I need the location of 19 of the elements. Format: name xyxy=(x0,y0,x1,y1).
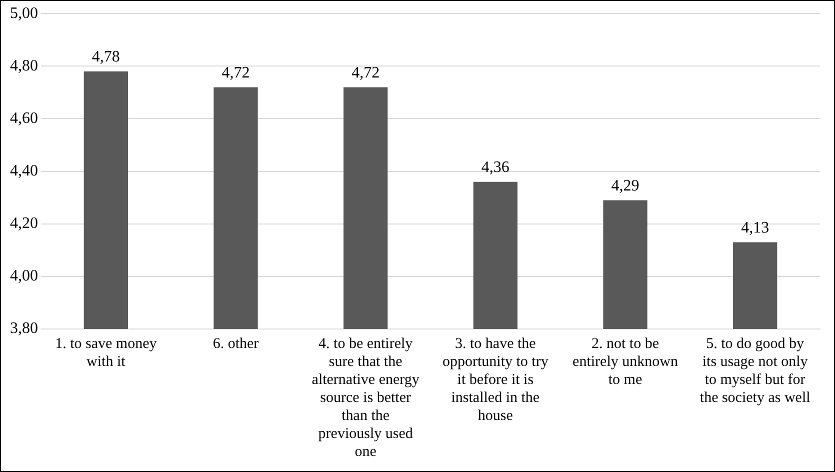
y-tick-label: 5,00 xyxy=(10,4,38,22)
y-tick-label: 4,40 xyxy=(10,162,38,180)
data-label: 4,13 xyxy=(741,219,770,236)
y-tick-label: 4,00 xyxy=(10,268,38,285)
y-tick-label: 4,20 xyxy=(10,215,38,232)
x-tick-label: 2. not to be entirely unknown to me xyxy=(572,336,678,388)
y-tick-label: 4,80 xyxy=(10,57,38,74)
x-tick-label: 3. to have the opportunity to try it before it is installed in the house xyxy=(442,336,549,424)
x-tick-label: 4. to be entirely sure that the alternative energy source is better than the previously used one xyxy=(312,336,420,460)
data-label: 4,29 xyxy=(611,177,640,194)
data-label: 4,72 xyxy=(222,64,250,82)
x-tick-label: 5. to do good by its usage not only to myself but for the society as well xyxy=(700,336,810,406)
data-label: 4,78 xyxy=(92,48,120,66)
data-label: 4,36 xyxy=(481,159,510,176)
x-tick-label: 1. to save money with it xyxy=(55,336,158,370)
data-label: 4,72 xyxy=(352,64,380,82)
y-tick-label: 3,80 xyxy=(10,320,38,338)
y-tick-label: 4,60 xyxy=(10,110,38,127)
x-tick-label: 6. other xyxy=(212,336,259,352)
